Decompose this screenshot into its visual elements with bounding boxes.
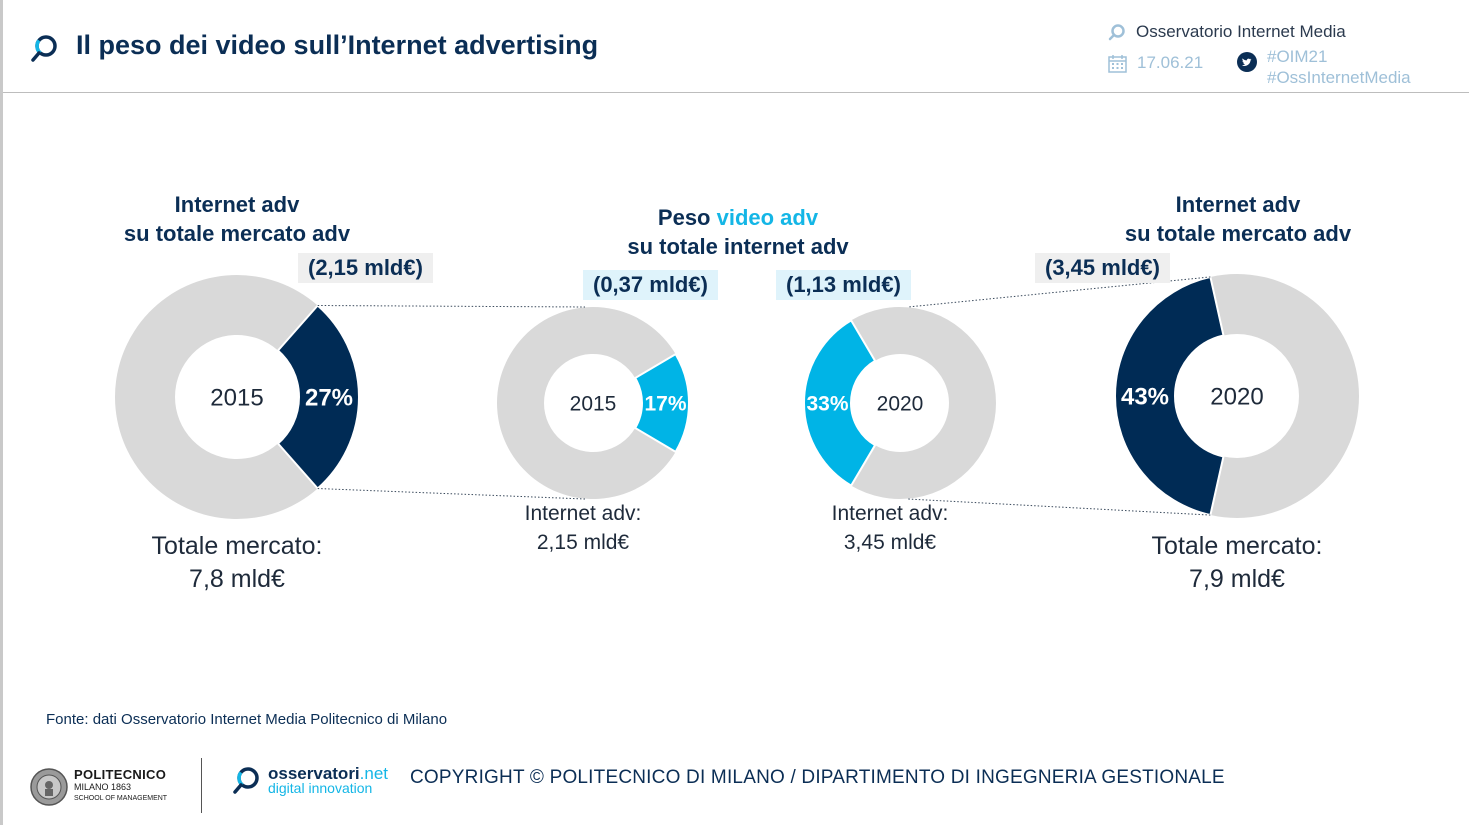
date-text: 17.06.21 bbox=[1137, 53, 1204, 72]
magnifier-logo-icon bbox=[1108, 24, 1125, 41]
osservatori-name: osservatori bbox=[268, 764, 360, 783]
value-pill: (1,13 mld€) bbox=[776, 270, 911, 300]
value-pill: (0,37 mld€) bbox=[583, 270, 718, 300]
caption-internet-2020: Internet adv: 3,45 mld€ bbox=[831, 502, 949, 554]
heading-right: Internet adv su totale mercato adv bbox=[1124, 192, 1352, 246]
slice-percent-label: 43% bbox=[1121, 383, 1169, 410]
value-pill: (2,15 mld€) bbox=[298, 253, 433, 283]
slice-percent-label: 17% bbox=[644, 392, 686, 415]
donut-highlight-slice bbox=[803, 318, 877, 488]
donut-highlight-slice bbox=[633, 352, 690, 454]
connector-line bbox=[907, 276, 1211, 308]
donut-remainder-slice bbox=[114, 274, 318, 519]
heading-middle: Peso video adv su totale internet adv bbox=[627, 205, 849, 259]
politecnico-school: SCHOOL OF MANAGEMENT bbox=[74, 795, 168, 802]
osservatori-tagline: digital innovation bbox=[268, 780, 373, 796]
hashtag[interactable]: #OssInternetMedia bbox=[1267, 68, 1411, 87]
donut-remainder-slice bbox=[1210, 273, 1359, 518]
slice-percent-label: 27% bbox=[305, 384, 353, 411]
caption-total-2020: Totale mercato: 7,9 mld€ bbox=[1151, 532, 1323, 593]
caption-total-2015: Totale mercato: 7,8 mld€ bbox=[151, 532, 323, 593]
magnifier-logo-icon bbox=[233, 767, 259, 794]
donut-remainder-slice bbox=[497, 307, 676, 500]
osservatori-logo[interactable]: osservatori.net digital innovation bbox=[232, 764, 389, 796]
connector-line bbox=[317, 304, 586, 308]
page-title: Il peso dei video sull’Internet advertis… bbox=[76, 30, 599, 60]
source-note: Fonte: dati Osservatorio Internet Media … bbox=[46, 711, 448, 728]
politecnico-sub: MILANO 1863 bbox=[74, 782, 132, 792]
slice-percent-label: 33% bbox=[806, 392, 848, 415]
footer-divider bbox=[201, 758, 202, 813]
politecnico-seal-icon bbox=[30, 768, 68, 806]
donut-highlight-slice bbox=[1114, 275, 1225, 517]
connector-line bbox=[907, 498, 1211, 516]
donut-highlight-slice bbox=[276, 304, 360, 490]
header-organization: Osservatorio Internet Media bbox=[1108, 22, 1346, 42]
donut-center-year: 2015 bbox=[210, 384, 263, 411]
value-pill: (3,45 mld€) bbox=[1035, 253, 1170, 283]
politecnico-logo[interactable]: POLITECNICO MILANO 1863 SCHOOL OF MANAGE… bbox=[30, 768, 167, 806]
header-divider bbox=[3, 92, 1469, 93]
donut-remainder-slice bbox=[851, 307, 997, 499]
donut-center-year: 2020 bbox=[1210, 383, 1263, 410]
copyright-notice: COPYRIGHT © POLITECNICO DI MILANO / DIPA… bbox=[410, 767, 1225, 788]
left-border bbox=[0, 0, 3, 825]
politecnico-name: POLITECNICO bbox=[74, 767, 167, 782]
header-date: 17.06.21 bbox=[1108, 53, 1203, 73]
magnifier-logo-icon bbox=[31, 35, 57, 62]
osservatori-domain: .net bbox=[359, 764, 389, 783]
heading-left: Internet adv su totale mercato adv bbox=[123, 192, 351, 246]
header-social: #OIM21 #OssInternetMedia bbox=[1237, 46, 1411, 88]
donut-center-year: 2020 bbox=[877, 392, 924, 415]
donut-center-year: 2015 bbox=[570, 392, 617, 415]
connector-line bbox=[317, 488, 586, 500]
calendar-icon bbox=[1108, 54, 1127, 73]
organization-name: Osservatorio Internet Media bbox=[1136, 22, 1346, 41]
caption-internet-2015: Internet adv: 2,15 mld€ bbox=[524, 502, 642, 554]
hashtag[interactable]: #OIM21 bbox=[1267, 47, 1328, 66]
twitter-icon[interactable] bbox=[1237, 52, 1257, 72]
